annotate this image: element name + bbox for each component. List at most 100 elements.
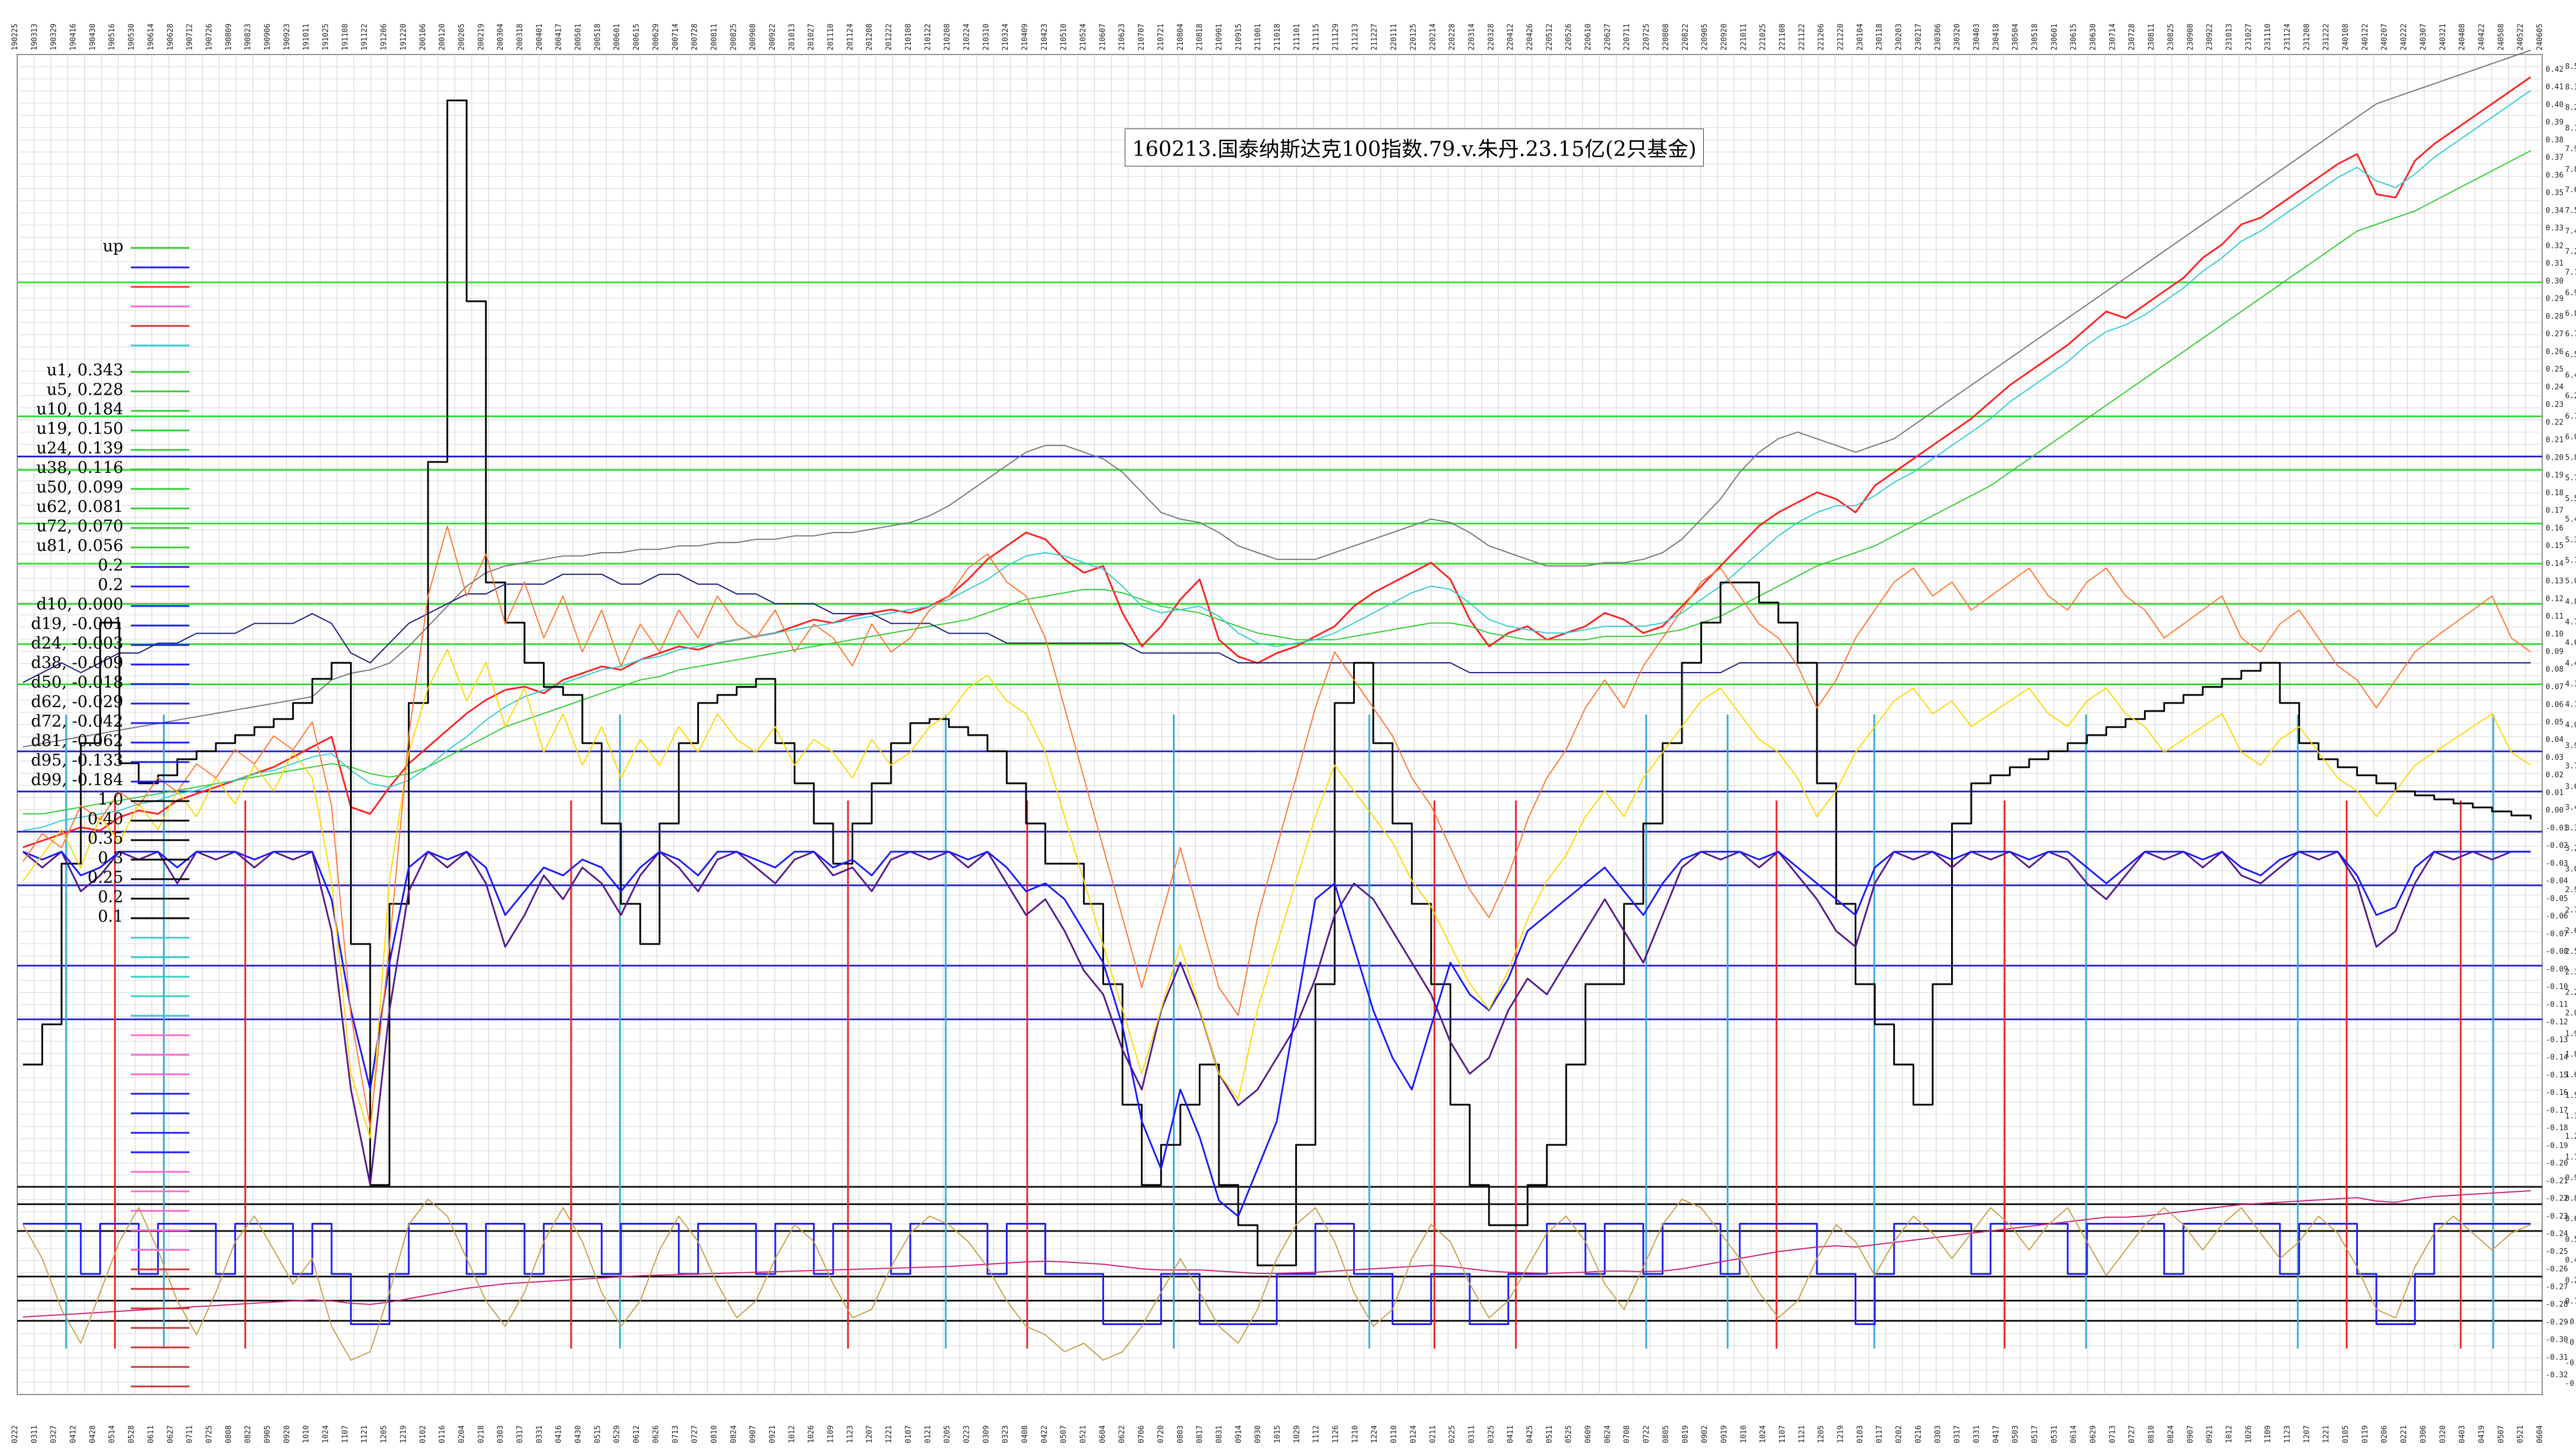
x-tick-label-bottom: 1207 (865, 1425, 874, 1443)
x-tick-label-bottom: 0604 (1098, 1425, 1107, 1443)
series-price (22, 76, 2531, 849)
x-tick-label-top: 240207 (2380, 24, 2389, 50)
y-tick-label-outer: 0.40 (2565, 1256, 2576, 1265)
x-tick-label-top: 191220 (399, 24, 408, 50)
x-tick-label-top: 200714 (671, 24, 680, 50)
x-tick-label-bottom: 1012 (788, 1425, 796, 1443)
x-tick-label-top: 230217 (1914, 24, 1923, 50)
x-tick-label-top: 200908 (749, 24, 757, 50)
x-tick-label-bottom: 0824 (2167, 1425, 2175, 1443)
y-tick-label-inner: 0.08 (2546, 665, 2563, 674)
x-tick-label-bottom: 0720 (1157, 1425, 1165, 1443)
x-tick-label-bottom: 0119 (2361, 1425, 2369, 1443)
y-tick-label-inner: 0.04 (2546, 736, 2563, 744)
x-tick-label-bottom: 0810 (710, 1425, 718, 1443)
x-tick-label-top: 230518 (2031, 24, 2039, 50)
x-tick-label-bottom: 0503 (2011, 1425, 2020, 1443)
x-tick-label-top: 211227 (1370, 24, 1379, 50)
x-tick-label-top: 220526 (1565, 24, 1573, 50)
x-tick-label-top: 210310 (982, 24, 990, 50)
x-tick-label-top: 200615 (632, 24, 641, 50)
y-tick-label-inner: -0.29 (2546, 1318, 2568, 1327)
y-tick-label-outer: 5.30 (2565, 536, 2576, 545)
series-yellow_osc (22, 648, 2531, 1139)
x-tick-label-top: 221220 (1837, 24, 1845, 50)
y-tick-label-inner: -0.01 (2546, 824, 2568, 833)
x-tick-label-top: 230714 (2108, 24, 2117, 50)
x-tick-label-top: 201110 (827, 24, 836, 50)
legend-misc-label: 0.3 (98, 848, 123, 867)
y-tick-label-outer: 2.92 (2565, 885, 2576, 894)
x-tick-label-bottom: 0919 (1720, 1425, 1728, 1443)
x-tick-label-bottom: 0206 (2380, 1425, 2389, 1443)
legend-u-label: u81, 0.056 (36, 536, 123, 555)
y-tick-label-inner: 0.33 (2546, 224, 2563, 233)
x-tick-label-bottom: 0412 (69, 1425, 78, 1443)
x-tick-label-bottom: 0309 (982, 1425, 990, 1443)
y-tick-label-inner: 0.35 (2546, 189, 2563, 197)
x-tick-label-bottom: 0403 (2458, 1425, 2467, 1443)
x-tick-label-bottom: 0223 (962, 1425, 971, 1443)
y-tick-label-outer: 1.94 (2565, 1030, 2576, 1038)
y-tick-label-inner: 0.31 (2546, 259, 2563, 268)
legend-u-label: u50, 0.099 (36, 477, 123, 496)
x-tick-label-bottom: 0902 (1701, 1425, 1709, 1443)
y-tick-label-inner: 0.15 (2546, 542, 2563, 550)
x-tick-label-top: 191025 (322, 24, 331, 50)
series-ma_slow (23, 150, 2531, 815)
x-tick-label-bottom: 0622 (1118, 1425, 1126, 1443)
x-tick-label-top: 200318 (516, 24, 524, 50)
x-tick-label-top: 240508 (2497, 24, 2505, 50)
x-tick-label-bottom: 0425 (1526, 1425, 1534, 1443)
x-tick-label-bottom: 0124 (1409, 1425, 1418, 1443)
y-tick-label-outer: 5.58 (2565, 495, 2576, 503)
y-tick-label-inner: -0.17 (2546, 1106, 2568, 1115)
x-tick-label-bottom: 0507 (2497, 1425, 2505, 1443)
x-tick-label-top: 211213 (1351, 24, 1359, 50)
legend-u-label: 0.2 (98, 555, 123, 574)
x-tick-label-top: 220228 (1448, 24, 1457, 50)
y-tick-label-inner: -0.20 (2546, 1159, 2568, 1168)
y-tick-label-inner: 0.41 (2546, 83, 2563, 92)
y-tick-label-inner: 0.01 (2546, 788, 2563, 797)
x-tick-label-top: 240522 (2516, 24, 2525, 50)
y-tick-label-inner: -0.28 (2546, 1300, 2568, 1309)
y-tick-label-inner: 0.10 (2546, 630, 2563, 639)
x-tick-label-bottom: 1015 (1273, 1425, 1282, 1443)
series-ma_cyan (22, 90, 2531, 832)
x-tick-label-bottom: 0627 (166, 1425, 175, 1443)
y-tick-label-outer: 2.50 (2565, 947, 2576, 956)
x-tick-label-top: 230403 (1972, 24, 1981, 50)
series-sub_tan (22, 1198, 2531, 1361)
legend-misc-label: 0.25 (88, 868, 123, 887)
x-tick-label-top: 200922 (768, 24, 777, 50)
series-sub_magenta (22, 1190, 2531, 1318)
y-tick-label-outer: 6.84 (2565, 309, 2576, 318)
x-tick-label-top: 240321 (2439, 24, 2447, 50)
legend-u-label: u10, 0.184 (36, 399, 123, 418)
x-tick-label-top: 201013 (788, 24, 796, 50)
x-tick-label-bottom: 1123 (2283, 1425, 2292, 1443)
x-tick-label-bottom: 0116 (438, 1425, 447, 1443)
y-tick-label-inner: -0.13 (2546, 1036, 2568, 1044)
x-tick-label-bottom: 0218 (477, 1425, 485, 1443)
legend-misc-label: 0.1 (98, 907, 123, 926)
x-tick-label-top: 231027 (2244, 24, 2253, 50)
x-tick-label-top: 230320 (1953, 24, 1962, 50)
y-tick-label-outer: 1.24 (2565, 1133, 2576, 1141)
y-tick-label-inner: -0.06 (2546, 912, 2568, 921)
x-tick-label-bottom: 1107 (1778, 1425, 1787, 1443)
y-tick-label-inner: 0.30 (2546, 277, 2563, 286)
x-tick-label-bottom: 0205 (943, 1425, 952, 1443)
y-tick-label-outer: 7.40 (2565, 227, 2576, 236)
y-tick-label-inner: 0.18 (2546, 489, 2563, 498)
y-tick-label-inner: 0.21 (2546, 436, 2563, 445)
y-tick-label-inner: 0.07 (2546, 683, 2563, 692)
x-tick-label-bottom: 0614 (2070, 1425, 2078, 1443)
y-tick-label-outer: 4.60 (2565, 639, 2576, 647)
x-tick-label-top: 190628 (166, 24, 175, 50)
y-tick-label-inner: -0.16 (2546, 1089, 2568, 1097)
y-tick-label-inner: -0.12 (2546, 1018, 2568, 1027)
x-tick-label-top: 200205 (457, 24, 466, 50)
y-tick-label-inner: 0.37 (2546, 154, 2563, 162)
